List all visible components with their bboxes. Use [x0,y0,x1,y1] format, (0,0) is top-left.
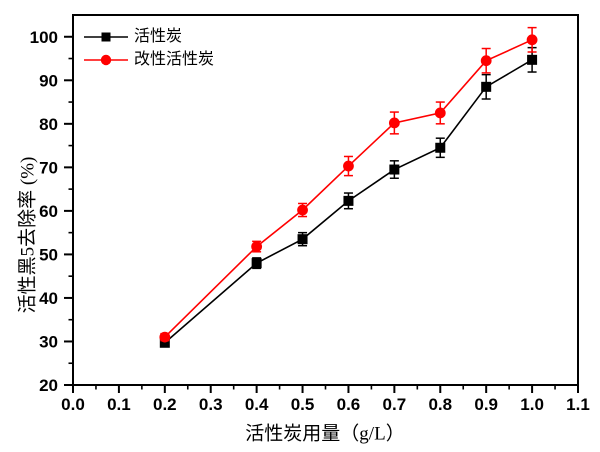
legend-item-modified-activated-carbon: 改性活性炭 [84,48,214,71]
x-tick-label: 0.1 [107,395,131,414]
y-tick-label: 90 [39,71,58,90]
y-tick-label: 30 [39,332,58,351]
legend: 活性炭 改性活性炭 [84,25,214,71]
x-tick-label: 0.2 [153,395,177,414]
data-point-circle-marker [480,55,492,67]
legend-label-modified-activated-carbon: 改性活性炭 [134,50,215,68]
data-point-circle-marker [343,160,354,172]
legend-sample-activated-carbon [84,32,128,41]
y-axis-title: 活性黑5去除率 (%) [17,156,39,314]
data-point-circle-marker [251,241,263,252]
series-line [164,59,533,344]
x-tick-label: 1.0 [520,395,544,414]
x-tick-label: 0.6 [337,395,361,414]
data-point-circle-marker [297,204,308,216]
legend-sample-modified-activated-carbon [84,54,128,65]
series-line [164,39,533,338]
legend-item-activated-carbon: 活性炭 [84,25,214,48]
x-tick-label: 1.1 [566,395,590,414]
y-tick-label: 60 [39,202,58,221]
data-point-square-marker [251,258,262,269]
data-point-square-marker [481,81,492,92]
data-point-circle-marker [434,107,446,119]
data-point-square-marker [343,195,354,206]
x-tick-label: 0.7 [383,395,407,414]
data-point-square-marker [297,234,308,245]
x-tick-label: 0.8 [428,395,452,414]
x-tick-label: 0.9 [474,395,498,414]
data-point-circle-marker [388,117,400,129]
data-point-square-marker [159,337,170,348]
x-tick-label: 0.4 [245,395,269,414]
x-tick-label: 0.0 [61,395,85,414]
y-tick-label: 50 [39,245,58,264]
y-tick-label: 80 [39,115,58,134]
data-point-square-marker [435,142,446,153]
x-axis-title: 活性炭用量（g/L） [245,423,405,445]
circle-marker-icon [100,54,112,65]
square-marker-icon [101,32,111,41]
y-tick-label: 70 [39,158,58,177]
data-point-circle-marker [526,34,538,46]
x-tick-label: 0.5 [291,395,315,414]
data-point-circle-marker [159,331,171,343]
y-tick-label: 40 [39,289,58,308]
y-tick-label: 100 [30,28,58,47]
legend-label-activated-carbon: 活性炭 [134,27,183,45]
y-tick-label: 20 [39,376,58,395]
data-point-square-marker [527,54,538,65]
x-tick-label: 0.3 [199,395,223,414]
data-point-square-marker [389,164,400,175]
